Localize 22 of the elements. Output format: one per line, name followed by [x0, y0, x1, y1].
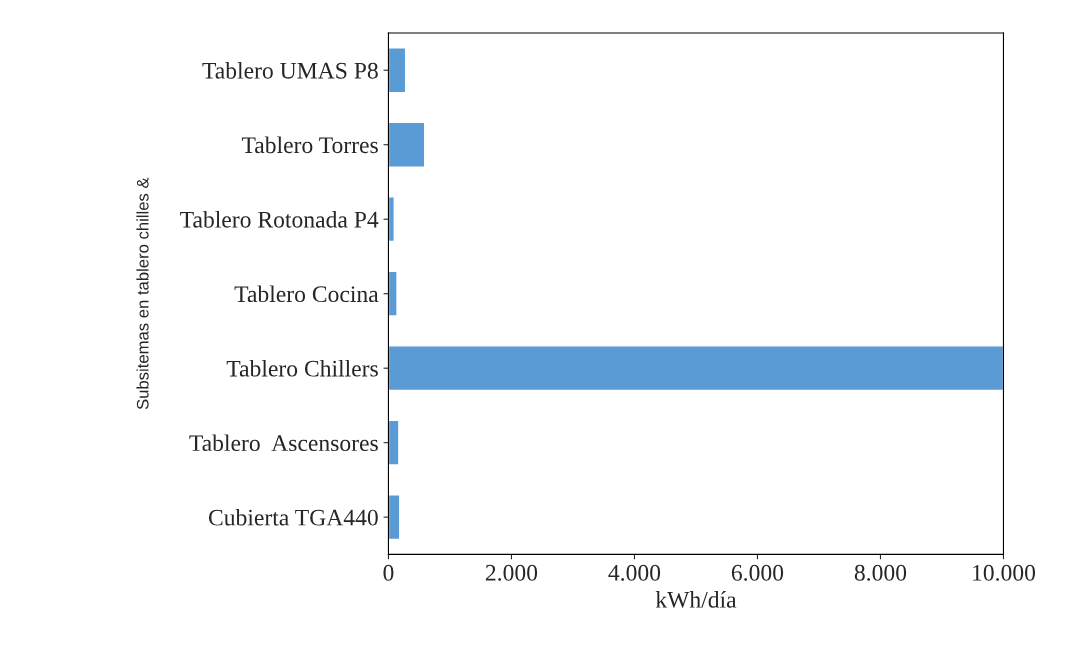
bar [388, 121, 426, 168]
x-tick-label: 6.000 [731, 564, 784, 581]
x-tick-label: 2.000 [485, 564, 538, 581]
y-tick-label: Cubierta TGA440 [208, 508, 378, 526]
bar [388, 494, 401, 541]
x-tick-label: 4.000 [608, 564, 661, 581]
y-tick-label: Tablero Chillers [226, 359, 378, 377]
bar [388, 196, 395, 243]
y-tick-label: Tablero Rotonada P4 [180, 211, 379, 228]
x-tick-label: 0 [383, 564, 394, 581]
y-tick-label: Tablero Cocina [234, 285, 379, 303]
y-tick-label: Tablero Ascensores [189, 434, 378, 452]
bar [388, 345, 1004, 392]
y-tick-label: Tablero Torres [241, 136, 378, 154]
x-tick-label: 8.000 [854, 564, 907, 581]
bar [388, 47, 407, 94]
y-tick-label: Tablero UMAS P8 [202, 62, 378, 79]
bar [388, 270, 398, 317]
y-axis-title: Subsitemas en tablero chilles & [136, 177, 149, 410]
bar [388, 419, 400, 466]
x-tick-label: 10.000 [973, 564, 1036, 581]
x-axis-title: kWh/día [655, 591, 737, 608]
